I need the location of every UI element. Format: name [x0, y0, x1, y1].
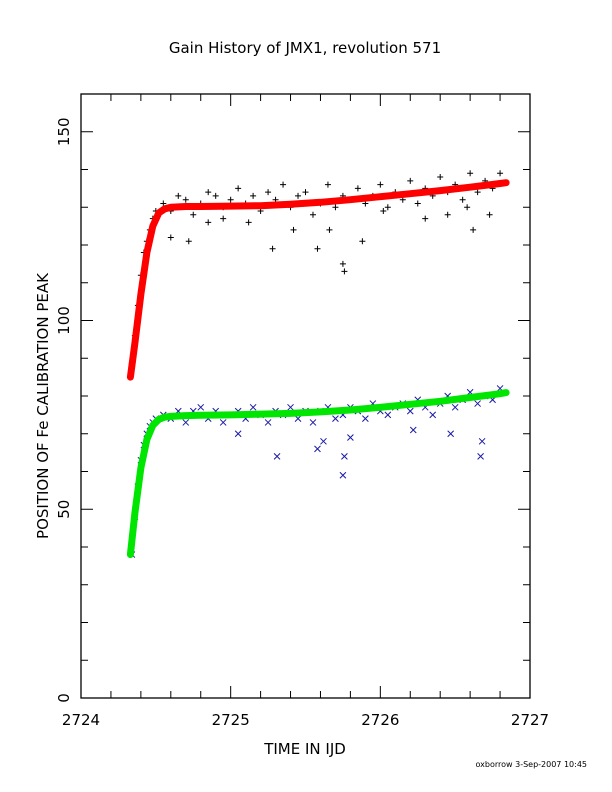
lower-measurements-point — [309, 419, 317, 426]
y-tick-label: 150 — [55, 117, 73, 146]
upper-measurements-point — [459, 196, 466, 203]
upper-measurements-point — [407, 177, 414, 184]
lower-measurements-point — [429, 411, 437, 419]
upper-measurements-point — [341, 268, 348, 275]
footer-signature: oxborrow 3-Sep-2007 10:45 — [476, 760, 588, 769]
upper-measurements-point — [422, 215, 429, 222]
plot-marks — [126, 170, 510, 558]
upper-measurements-point — [380, 208, 387, 215]
x-tick-label: 2727 — [511, 711, 549, 729]
lower-measurements-point — [320, 437, 327, 445]
lower-measurements-point — [409, 426, 417, 434]
y-tick-label: 50 — [55, 500, 73, 519]
upper-measurements-point — [290, 226, 297, 233]
y-axis-label: POSITION OF Fe CALIBRATION PEAK — [34, 272, 52, 539]
upper-measurements-point — [205, 219, 212, 226]
lower-measurements-point — [478, 437, 486, 445]
upper-measurements-point — [227, 196, 234, 203]
x-tick-label: 2725 — [212, 711, 250, 729]
upper-measurements-point — [190, 211, 197, 218]
upper-measurements-point — [326, 226, 333, 233]
lower-measurements-point — [332, 415, 339, 423]
x-axis-label: TIME IN IJD — [263, 740, 346, 758]
upper-measurements-point — [324, 181, 331, 188]
upper-measurements-point — [474, 189, 481, 196]
upper-measurements-point — [497, 170, 504, 177]
lower-measurements-point — [451, 403, 459, 411]
chart-title: Gain History of JMX1, revolution 571 — [169, 39, 441, 57]
lower-measurements-point — [406, 407, 414, 415]
x-tick-label: 2724 — [62, 711, 100, 729]
upper-measurements-point — [359, 238, 366, 245]
upper-measurements-point — [212, 192, 219, 199]
upper-measurements-point — [295, 192, 302, 199]
upper-measurements-point — [437, 174, 444, 181]
lower-measurements-point — [347, 434, 354, 441]
upper-measurements-point — [160, 200, 167, 207]
lower-fit-line — [126, 389, 510, 558]
upper-measurements-point — [414, 200, 421, 207]
upper-measurements-point — [245, 219, 252, 226]
upper-measurements-point — [467, 170, 474, 177]
lower-measurements-point — [474, 400, 481, 407]
upper-measurements-point — [182, 196, 189, 203]
lower-measurements-point — [341, 453, 348, 460]
upper-measurements-point — [302, 189, 309, 196]
lower-measurements-point — [447, 430, 455, 438]
lower-measurements-point — [287, 403, 294, 411]
axis-ticks: 2724 2725 2726 2727 0 50 100 150 — [55, 93, 549, 729]
upper-measurements-point — [280, 181, 287, 188]
upper-measurements-point — [250, 192, 257, 199]
upper-measurements-point — [309, 211, 316, 218]
upper-measurements-point — [265, 189, 272, 196]
lower-measurements-point — [234, 430, 242, 438]
y-tick-label: 0 — [55, 693, 73, 703]
upper-measurements-point — [167, 234, 174, 241]
upper-measurements-point — [185, 238, 192, 245]
upper-measurements-point — [175, 192, 182, 199]
lower-measurements-point — [264, 419, 272, 426]
lower-measurements-point — [182, 419, 190, 426]
lower-measurements-point — [249, 403, 257, 411]
lower-measurements-point — [362, 415, 369, 423]
upper-measurements-point — [384, 204, 391, 211]
lower-measurements-point — [197, 403, 205, 411]
upper-measurements-point — [486, 211, 493, 218]
lower-measurements-point — [477, 453, 484, 460]
lower-measurements-point — [384, 411, 392, 419]
upper-measurements-point — [220, 215, 227, 222]
lower-measurements-point — [339, 471, 347, 479]
lower-measurements-point — [314, 445, 321, 453]
upper-measurements-point — [205, 189, 212, 196]
upper-measurements-point — [235, 185, 242, 192]
upper-measurements-point — [377, 181, 384, 188]
lower-measurements-point — [294, 415, 302, 423]
upper-measurements-point — [269, 245, 276, 252]
upper-measurements-point — [314, 245, 321, 252]
upper-measurements-point — [332, 204, 339, 211]
y-tick-label: 100 — [55, 306, 73, 335]
x-tick-label: 2726 — [361, 711, 399, 729]
upper-measurements-point — [339, 260, 346, 267]
upper-fit-line — [126, 179, 510, 381]
lower-measurements-point — [273, 453, 281, 460]
upper-measurements-point — [444, 211, 451, 218]
upper-measurements-point — [354, 185, 361, 192]
upper-measurements-point — [464, 204, 471, 211]
lower-measurements-point — [219, 419, 227, 426]
upper-measurements-point — [470, 226, 477, 233]
